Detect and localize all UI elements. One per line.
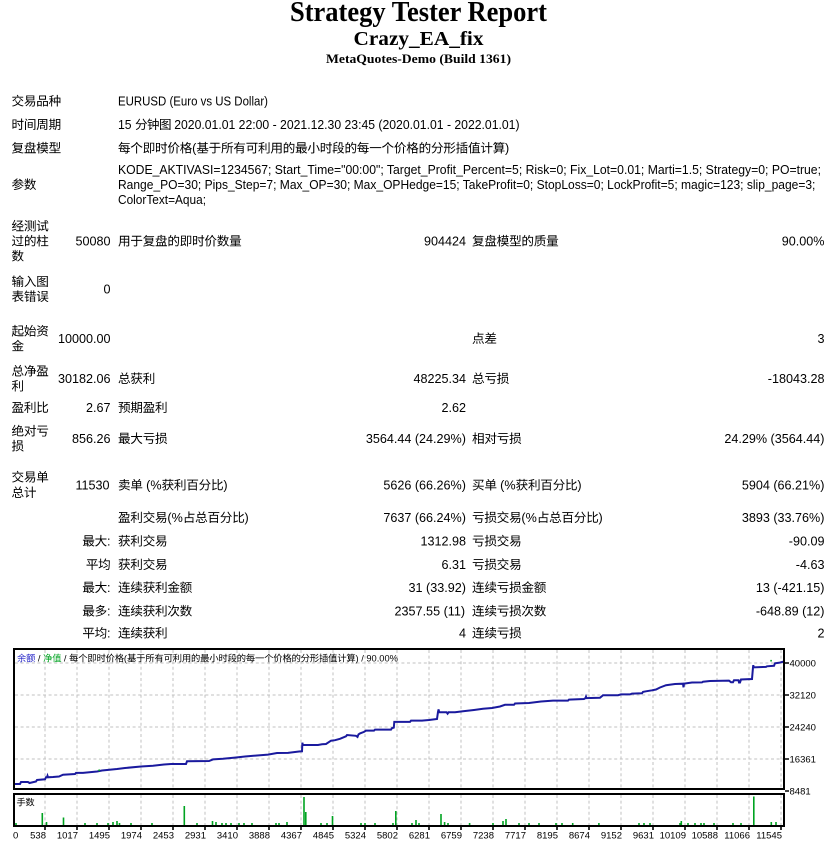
- svg-text:3564.44 (24.29%): 3564.44 (24.29%): [366, 432, 466, 446]
- svg-text:2: 2: [817, 627, 824, 641]
- svg-text:3893 (33.76%): 3893 (33.76%): [742, 511, 825, 525]
- svg-text:1312.98: 1312.98: [420, 535, 466, 549]
- svg-text:904424: 904424: [424, 235, 466, 249]
- svg-text:2020.01.01 22:00 - 2021.12.30: 2020.01.01 22:00 - 2021.12.30 23:45 (202…: [171, 118, 520, 132]
- svg-text:2357.55 (11): 2357.55 (11): [395, 605, 465, 619]
- svg-text:2.67: 2.67: [86, 401, 111, 415]
- svg-text:16361: 16361: [790, 754, 816, 765]
- svg-text:0: 0: [13, 831, 18, 842]
- svg-text:): ): [505, 142, 509, 156]
- svg-text:/: /: [35, 654, 43, 664]
- svg-text:8481: 8481: [790, 786, 811, 797]
- svg-text:): ): [223, 479, 227, 493]
- svg-text:7238: 7238: [473, 831, 494, 842]
- svg-text:8674: 8674: [569, 831, 590, 842]
- svg-text:24240: 24240: [790, 722, 816, 733]
- svg-text:538: 538: [30, 831, 46, 842]
- svg-text:): ): [599, 511, 603, 525]
- svg-text:0: 0: [103, 283, 110, 297]
- svg-text:11545: 11545: [756, 831, 782, 842]
- svg-text:2931: 2931: [185, 831, 206, 842]
- svg-text:7717: 7717: [505, 831, 526, 842]
- svg-text:-648.89 (12): -648.89 (12): [756, 605, 825, 619]
- svg-text:MetaQuotes-Demo (Build 1361): MetaQuotes-Demo (Build 1361): [326, 51, 511, 66]
- svg-text:(%: (%: [521, 511, 536, 525]
- svg-text:11066: 11066: [724, 831, 750, 842]
- svg-text:5802: 5802: [377, 831, 398, 842]
- svg-text:) / 90.00%: ) / 90.00%: [356, 654, 398, 664]
- svg-text:-90.09: -90.09: [789, 535, 825, 549]
- svg-text::: :: [107, 627, 111, 641]
- svg-text:48225.34: 48225.34: [413, 372, 466, 386]
- svg-text:90.00%: 90.00%: [782, 235, 825, 249]
- svg-text:7637 (66.24%): 7637 (66.24%): [383, 511, 466, 525]
- svg-text:ColorText=Aqua;: ColorText=Aqua;: [118, 193, 206, 207]
- svg-text:5324: 5324: [345, 831, 366, 842]
- svg-text::: :: [107, 535, 111, 549]
- svg-text:Crazy_EA_fix: Crazy_EA_fix: [354, 29, 484, 50]
- svg-text:40000: 40000: [790, 658, 816, 669]
- svg-text:Strategy Tester Report: Strategy Tester Report: [290, 0, 548, 28]
- svg-text:4845: 4845: [313, 831, 334, 842]
- svg-text:856.26: 856.26: [72, 432, 111, 446]
- svg-text:6281: 6281: [409, 831, 430, 842]
- svg-text:EURUSD (Euro vs US Dollar): EURUSD (Euro vs US Dollar): [118, 95, 268, 109]
- svg-text:6.31: 6.31: [441, 558, 466, 572]
- svg-text:(: (: [124, 654, 128, 664]
- svg-text:8195: 8195: [537, 831, 558, 842]
- svg-text:4367: 4367: [281, 831, 302, 842]
- svg-text:1017: 1017: [57, 831, 78, 842]
- svg-text:9152: 9152: [601, 831, 622, 842]
- svg-text:32120: 32120: [790, 690, 816, 701]
- svg-text:24.29% (3564.44): 24.29% (3564.44): [724, 432, 824, 446]
- svg-text:10000.00: 10000.00: [58, 332, 111, 346]
- svg-text:10588: 10588: [692, 831, 718, 842]
- svg-text:-4.63: -4.63: [796, 558, 825, 572]
- svg-text:30182.06: 30182.06: [58, 372, 111, 386]
- svg-text:6759: 6759: [441, 831, 462, 842]
- svg-text:(%: (%: [167, 511, 182, 525]
- svg-text:10109: 10109: [660, 831, 686, 842]
- svg-text:11530: 11530: [75, 479, 109, 493]
- svg-text:3410: 3410: [217, 831, 238, 842]
- svg-text:5626 (66.26%): 5626 (66.26%): [383, 479, 466, 493]
- svg-text:2453: 2453: [153, 831, 174, 842]
- svg-text::: :: [107, 581, 111, 595]
- svg-text:(: (: [192, 142, 197, 156]
- svg-text:/: /: [61, 654, 69, 664]
- svg-text:15: 15: [118, 118, 135, 132]
- svg-text:-18043.28: -18043.28: [768, 372, 825, 386]
- svg-text:1974: 1974: [121, 831, 142, 842]
- svg-text:2.62: 2.62: [441, 401, 466, 415]
- svg-text:): ): [245, 511, 249, 525]
- svg-text:5904 (66.21%): 5904 (66.21%): [742, 479, 825, 493]
- svg-text:4: 4: [459, 627, 466, 641]
- svg-text:(%: (%: [497, 479, 516, 493]
- svg-text::: :: [107, 605, 111, 619]
- svg-text:KODE_AKTIVASI=1234567; Start_T: KODE_AKTIVASI=1234567; Start_Time="00:00…: [118, 163, 821, 177]
- svg-text:1495: 1495: [89, 831, 110, 842]
- svg-text:Range_PO=30; Pips_Step=7; Max_: Range_PO=30; Pips_Step=7; Max_OP=30; Max…: [118, 178, 815, 192]
- svg-text:13 (-421.15): 13 (-421.15): [756, 581, 825, 595]
- svg-text:9631: 9631: [633, 831, 654, 842]
- svg-text:3888: 3888: [249, 831, 270, 842]
- svg-text:31 (33.92): 31 (33.92): [409, 581, 466, 595]
- svg-text:50080: 50080: [75, 235, 110, 249]
- svg-text:3: 3: [817, 332, 824, 346]
- svg-text:): ): [577, 479, 581, 493]
- svg-text:(%: (%: [143, 479, 162, 493]
